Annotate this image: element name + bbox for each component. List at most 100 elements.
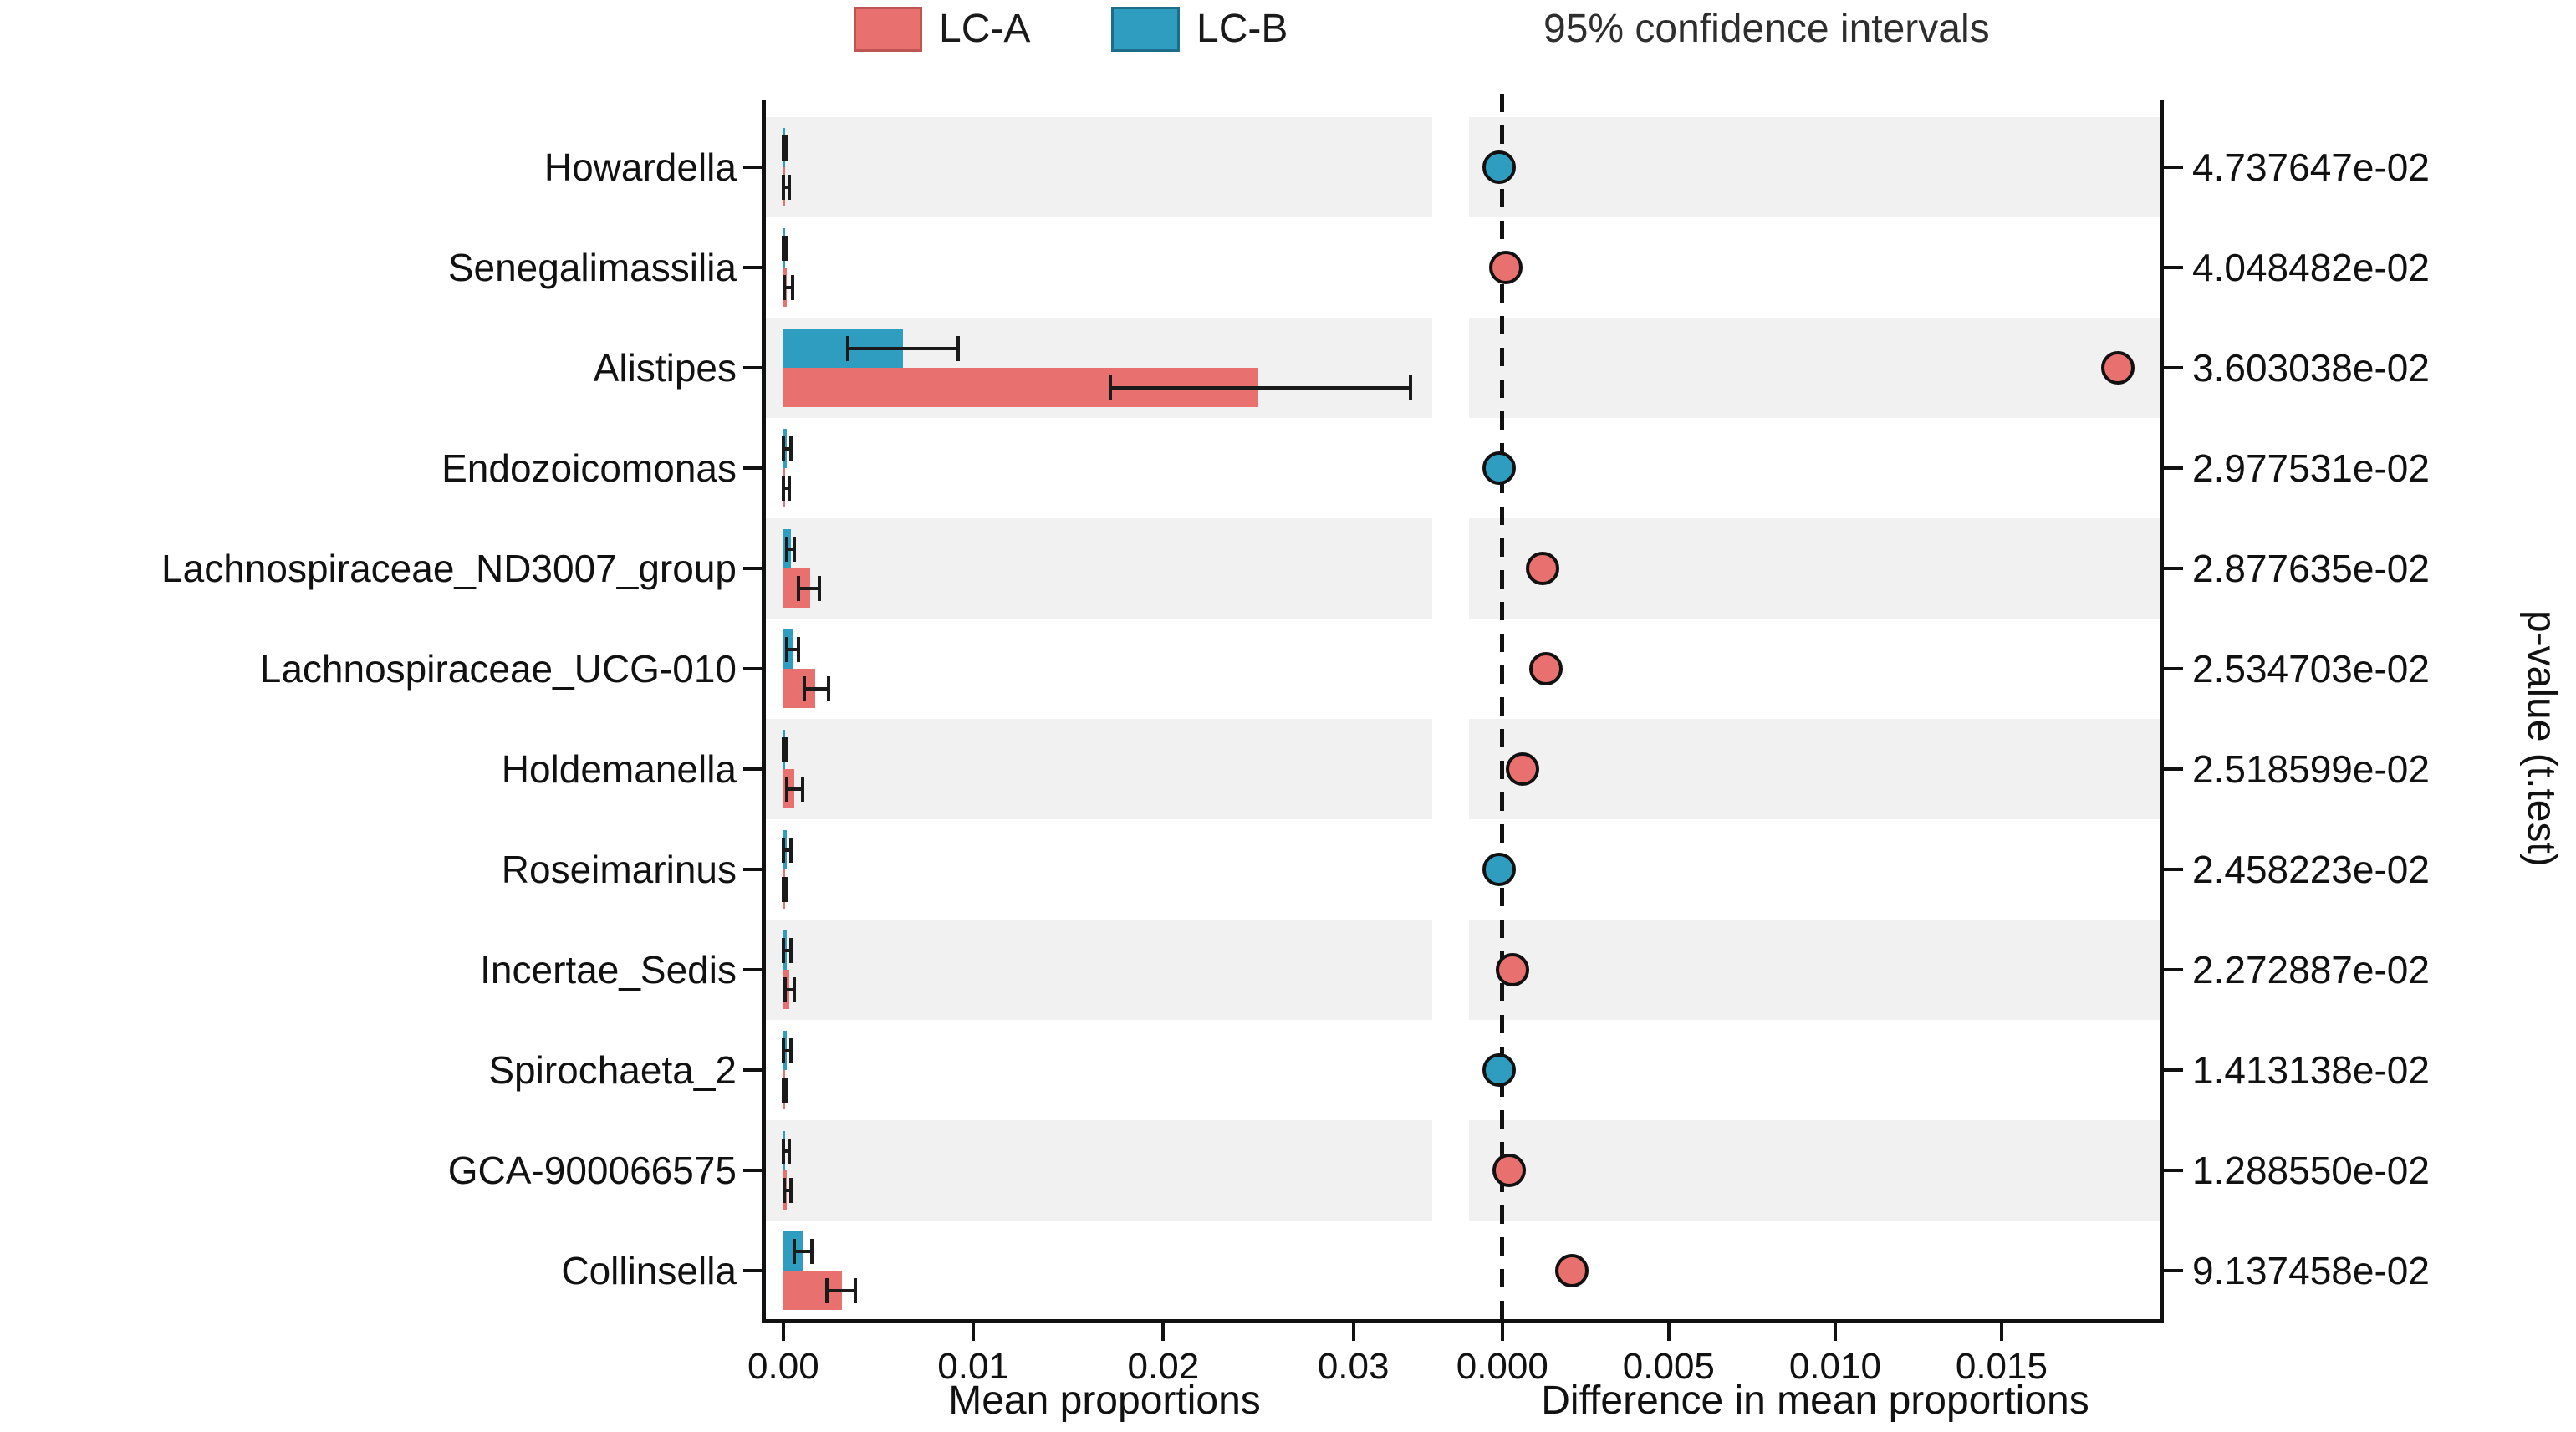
error-bar-line <box>787 547 795 551</box>
error-bar-cap <box>800 776 804 802</box>
pvalue-label: 2.272887e-02 <box>2192 948 2430 991</box>
pvalue-tick <box>2163 1169 2183 1172</box>
error-bar-cap <box>787 174 791 200</box>
pvalue-label: 1.413138e-02 <box>2192 1048 2430 1092</box>
error-bar-cap <box>791 274 795 300</box>
error-bar-cap <box>785 636 789 662</box>
taxon-label: Endozoicomonas <box>441 446 737 490</box>
difference-dot <box>1555 1254 1589 1287</box>
row-band <box>1469 920 2161 1020</box>
pvalue-tick <box>2163 667 2183 670</box>
error-bar-cap <box>785 536 789 562</box>
error-bar-line <box>783 145 788 150</box>
right-axis-title: Difference in mean proportions <box>1541 1378 2089 1423</box>
error-bar-line <box>783 887 788 891</box>
taxon-tick <box>743 466 763 470</box>
left-axis-spine <box>762 100 766 1323</box>
taxon-tick <box>743 1068 763 1072</box>
taxon-label: Spirochaeta_2 <box>488 1048 737 1092</box>
pvalue-label: 2.534703e-02 <box>2192 647 2430 691</box>
pvalue-label: 2.977531e-02 <box>2192 446 2430 490</box>
error-bar-cap <box>782 1077 786 1103</box>
error-bar-cap <box>785 1077 789 1103</box>
row-band <box>765 1120 1432 1221</box>
error-bar-cap <box>782 1037 786 1063</box>
taxon-tick <box>743 266 763 269</box>
taxon-tick <box>743 1269 763 1272</box>
legend-label-lcb: LC-B <box>1196 7 1288 51</box>
taxon-tick <box>743 667 763 670</box>
error-bar-line <box>783 1088 788 1092</box>
x-tick-label: 0.00 <box>747 1346 819 1387</box>
error-bar-line <box>787 647 799 651</box>
pvalue-tick <box>2163 266 2183 269</box>
right-axis-spine <box>2160 100 2164 1323</box>
x-tick-label: 0.015 <box>1955 1346 2048 1387</box>
difference-dot <box>1482 150 1516 184</box>
error-bar-cap <box>846 335 850 361</box>
error-bar-cap <box>785 135 789 161</box>
error-bar-cap <box>788 436 793 461</box>
difference-dot <box>1505 752 1539 786</box>
error-bar-cap <box>797 636 801 662</box>
difference-dot <box>1528 652 1563 685</box>
row-band <box>1469 117 2161 217</box>
error-bar-cap <box>1108 375 1112 400</box>
error-bar-cap <box>782 436 786 461</box>
taxon-label: Roseimarinus <box>501 848 737 891</box>
pvalue-label: 9.137458e-02 <box>2192 1249 2430 1292</box>
error-bar-line <box>848 346 958 350</box>
error-bar-cap <box>785 736 789 762</box>
x-tick <box>1666 1322 1671 1341</box>
error-bar-cap <box>827 675 831 701</box>
taxon-tick <box>743 767 763 771</box>
error-bar-cap <box>782 837 786 863</box>
taxon-tick <box>743 968 763 971</box>
error-bar-cap <box>788 1177 793 1203</box>
error-bar-cap <box>782 135 786 161</box>
legend-label-lca: LC-A <box>939 7 1031 51</box>
pvalue-label: 1.288550e-02 <box>2192 1149 2430 1192</box>
row-band <box>765 117 1432 217</box>
taxon-label: Lachnospiraceae_ND3007_group <box>161 547 737 590</box>
x-tick <box>1999 1322 2003 1341</box>
error-bar-cap <box>785 776 789 802</box>
error-bar-cap <box>788 837 793 863</box>
error-bar-cap <box>802 675 806 701</box>
x-tick <box>1500 1322 1504 1341</box>
error-bar-cap <box>782 1177 786 1203</box>
taxon-label: Howardella <box>543 145 737 189</box>
difference-dot <box>1482 1053 1516 1087</box>
pvalue-tick <box>2163 567 2183 570</box>
zero-reference-line <box>1500 94 1505 1321</box>
difference-dot <box>1482 853 1516 886</box>
error-bar-cap <box>787 1138 791 1164</box>
row-band <box>1469 318 2161 418</box>
error-bar-line <box>783 486 789 490</box>
pvalue-label: 4.048482e-02 <box>2192 246 2430 289</box>
x-tick-label: 0.005 <box>1622 1346 1715 1387</box>
error-bar-line <box>783 246 788 250</box>
error-bar-cap <box>787 475 791 501</box>
error-bar-cap <box>782 736 786 762</box>
legend-swatch-lca <box>854 7 922 52</box>
pvalue-label: 3.603038e-02 <box>2192 346 2430 390</box>
error-bar-cap <box>825 1277 829 1303</box>
error-bar-line <box>783 185 789 189</box>
error-bar-cap <box>785 235 789 261</box>
pvalue-tick <box>2163 466 2183 470</box>
mean-proportion-bar-lc-b <box>783 1231 803 1271</box>
taxon-label: GCA-900066575 <box>447 1149 737 1192</box>
error-bar-line <box>803 686 829 691</box>
difference-dot <box>2101 351 2135 385</box>
error-bar-cap <box>793 536 797 562</box>
error-bar-cap <box>782 876 786 902</box>
left-axis-title: Mean proportions <box>948 1378 1261 1423</box>
error-bar-cap <box>782 235 786 261</box>
taxon-label: Collinsella <box>561 1249 737 1292</box>
error-bar-cap <box>783 976 788 1002</box>
difference-dot <box>1492 1154 1526 1187</box>
x-tick-label: 0.01 <box>937 1346 1009 1387</box>
confidence-interval-label: 95% confidence intervals <box>1543 7 1990 51</box>
